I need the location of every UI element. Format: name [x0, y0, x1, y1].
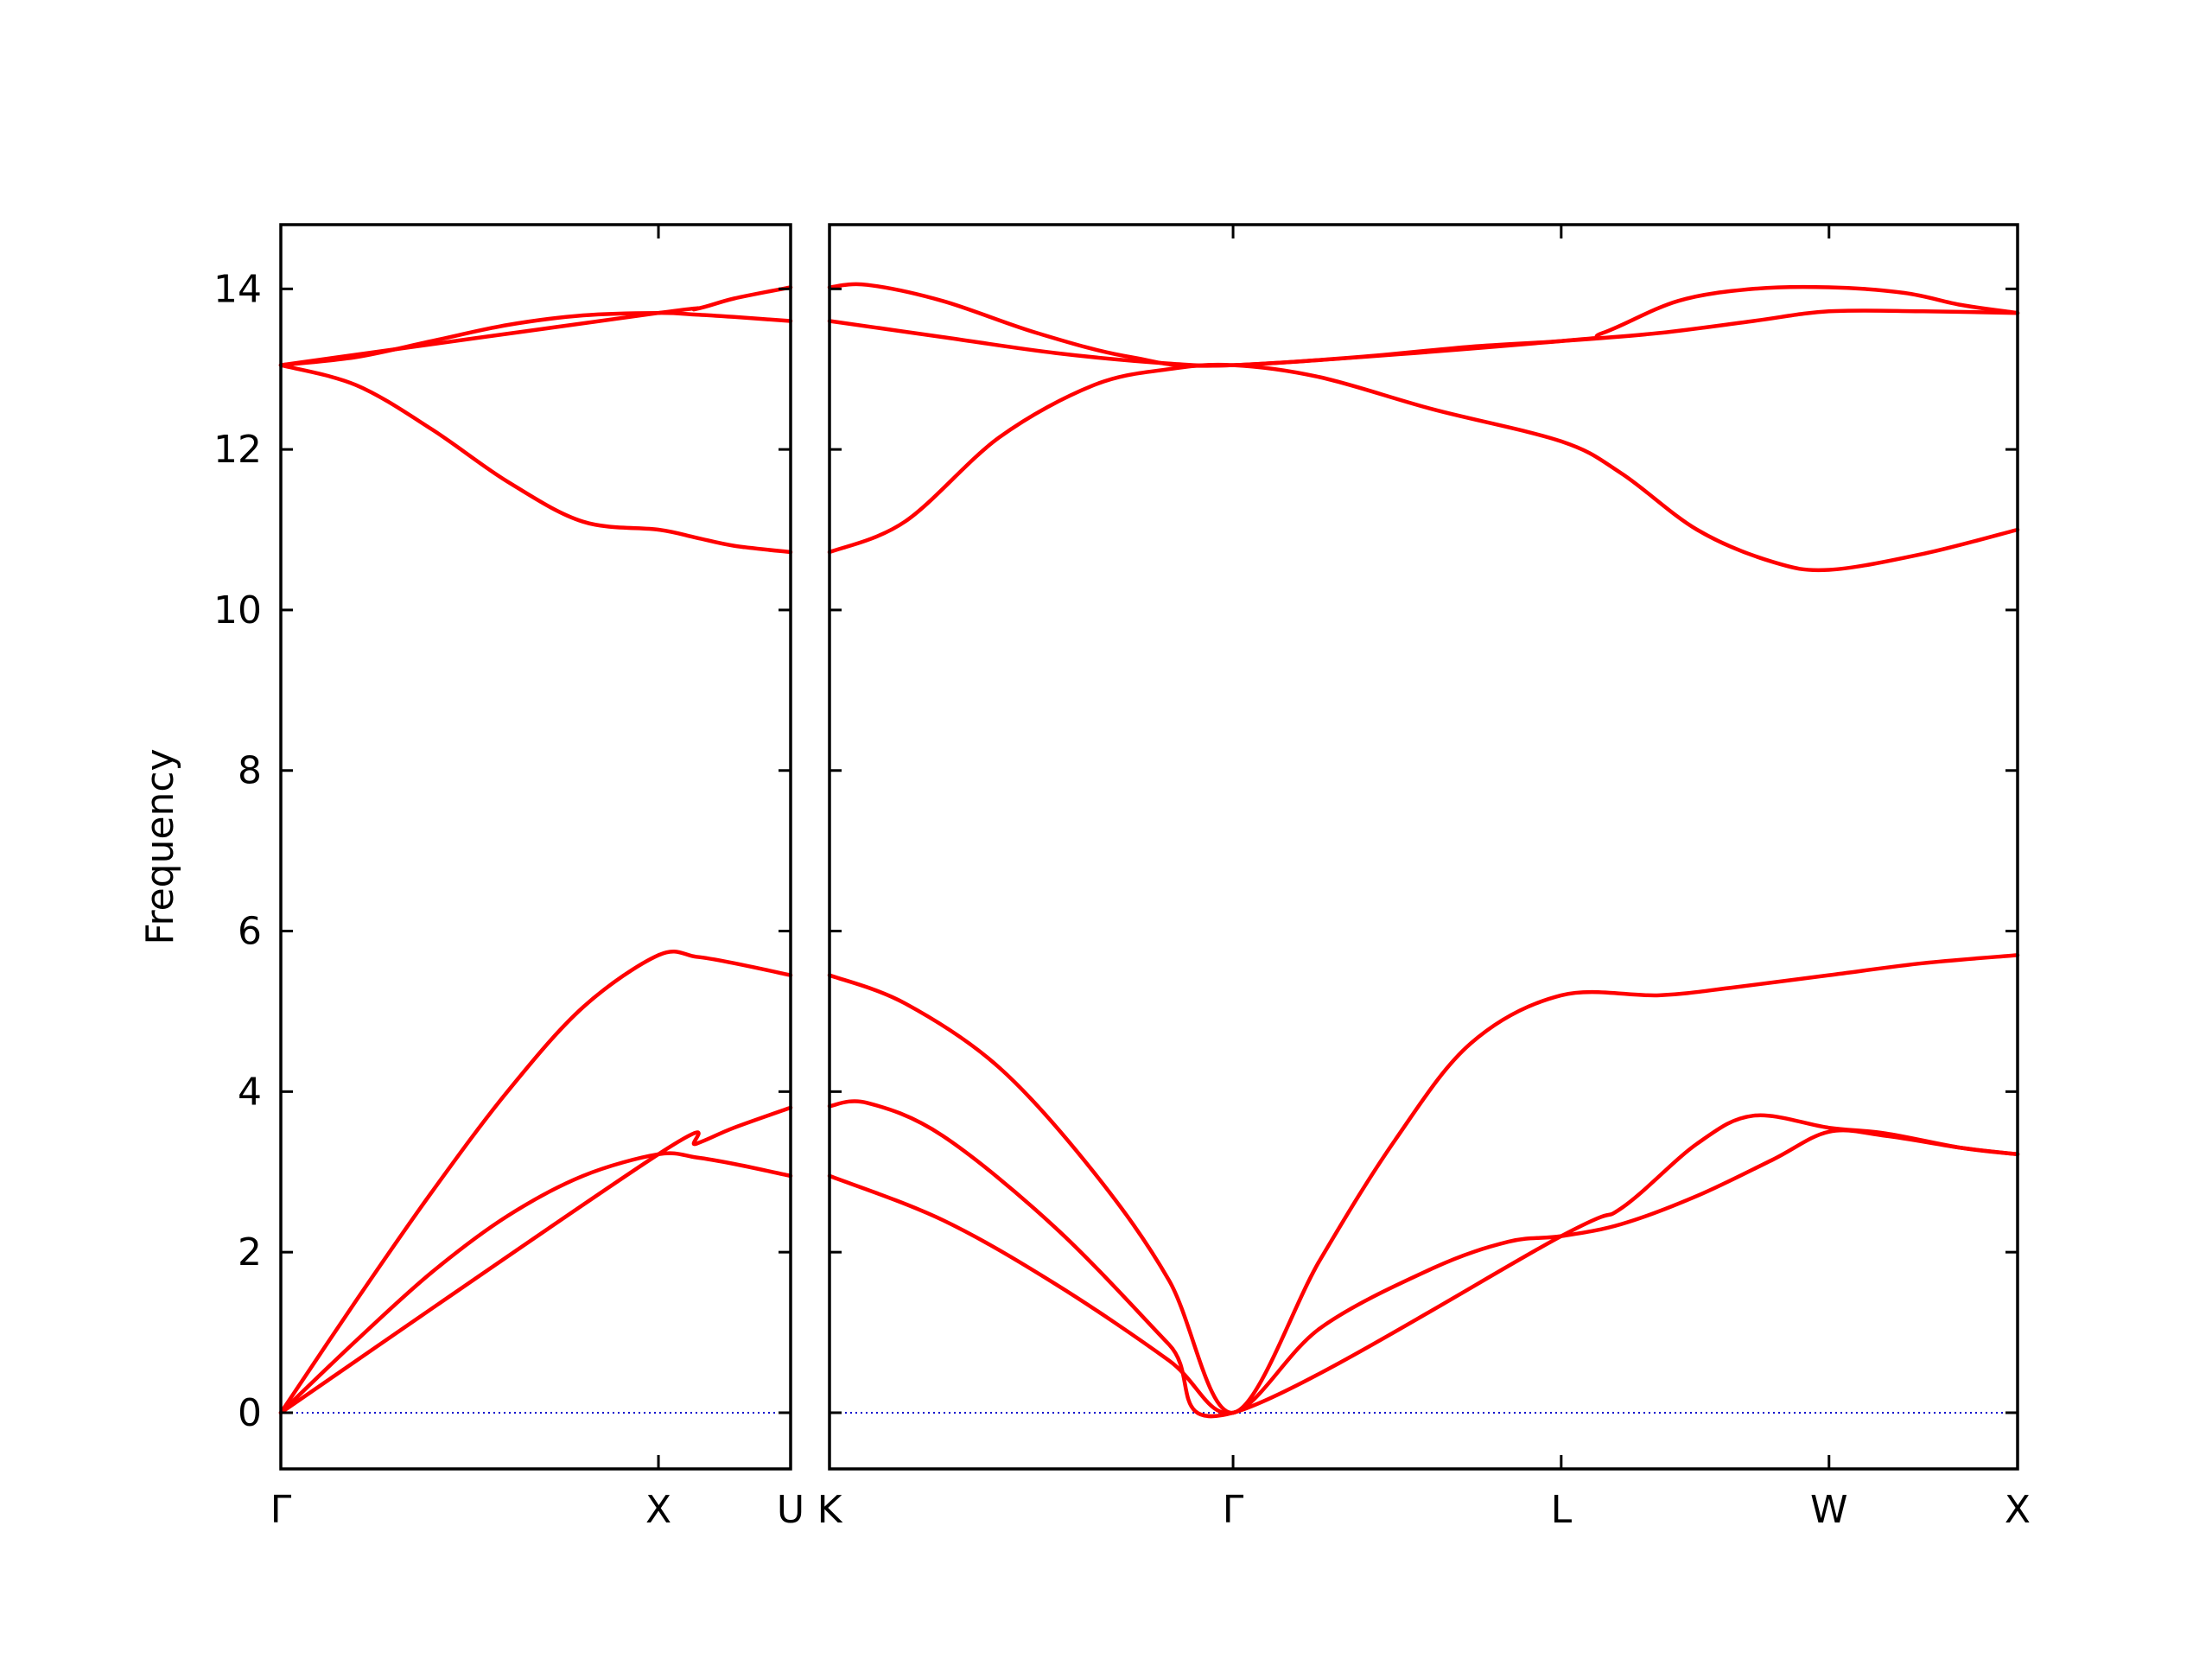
- band-line-3: [278, 950, 793, 1415]
- x-tick-label: X: [645, 1488, 671, 1532]
- band-line-3: [827, 953, 2020, 1415]
- band-line-2: [827, 1099, 2020, 1419]
- x-tick-label: W: [1810, 1488, 1848, 1532]
- band-line-4: [278, 363, 793, 555]
- band-line-6: [827, 282, 2020, 368]
- y-tick-label: 10: [213, 588, 262, 632]
- y-tick-label: 2: [238, 1230, 262, 1274]
- x-tick-label: K: [817, 1488, 843, 1532]
- y-tick-label: 12: [213, 428, 262, 472]
- panel-1: 0 2 4 6 8 10 12 14 Γ X U: [213, 223, 804, 1532]
- y-axis-label: Frequency: [138, 748, 182, 944]
- y-tick-label: 8: [238, 749, 262, 793]
- band-line-1: [278, 1151, 793, 1415]
- band-line-6: [278, 285, 793, 367]
- panels: 0 2 4 6 8 10 12 14 Γ X U K Γ L W X: [213, 223, 2031, 1532]
- y-tick-label: 4: [238, 1070, 262, 1114]
- band-line-2: [278, 1105, 793, 1415]
- band-line-5: [278, 310, 793, 367]
- y-tick-label: 6: [238, 910, 262, 954]
- x-tick-label: U: [777, 1488, 804, 1532]
- x-tick-label: Γ: [1223, 1488, 1244, 1532]
- plot-frame: [828, 223, 2019, 1471]
- y-tick-label: 0: [238, 1391, 262, 1435]
- x-tick-label: L: [1551, 1488, 1573, 1532]
- band-line-1: [827, 1128, 2020, 1415]
- x-tick-label: Γ: [270, 1488, 292, 1532]
- band-line-4: [827, 362, 2020, 573]
- band-line-5: [827, 308, 2020, 368]
- y-tick-label: 14: [213, 267, 262, 311]
- plot-frame: [279, 223, 792, 1471]
- x-tick-label: X: [2005, 1488, 2031, 1532]
